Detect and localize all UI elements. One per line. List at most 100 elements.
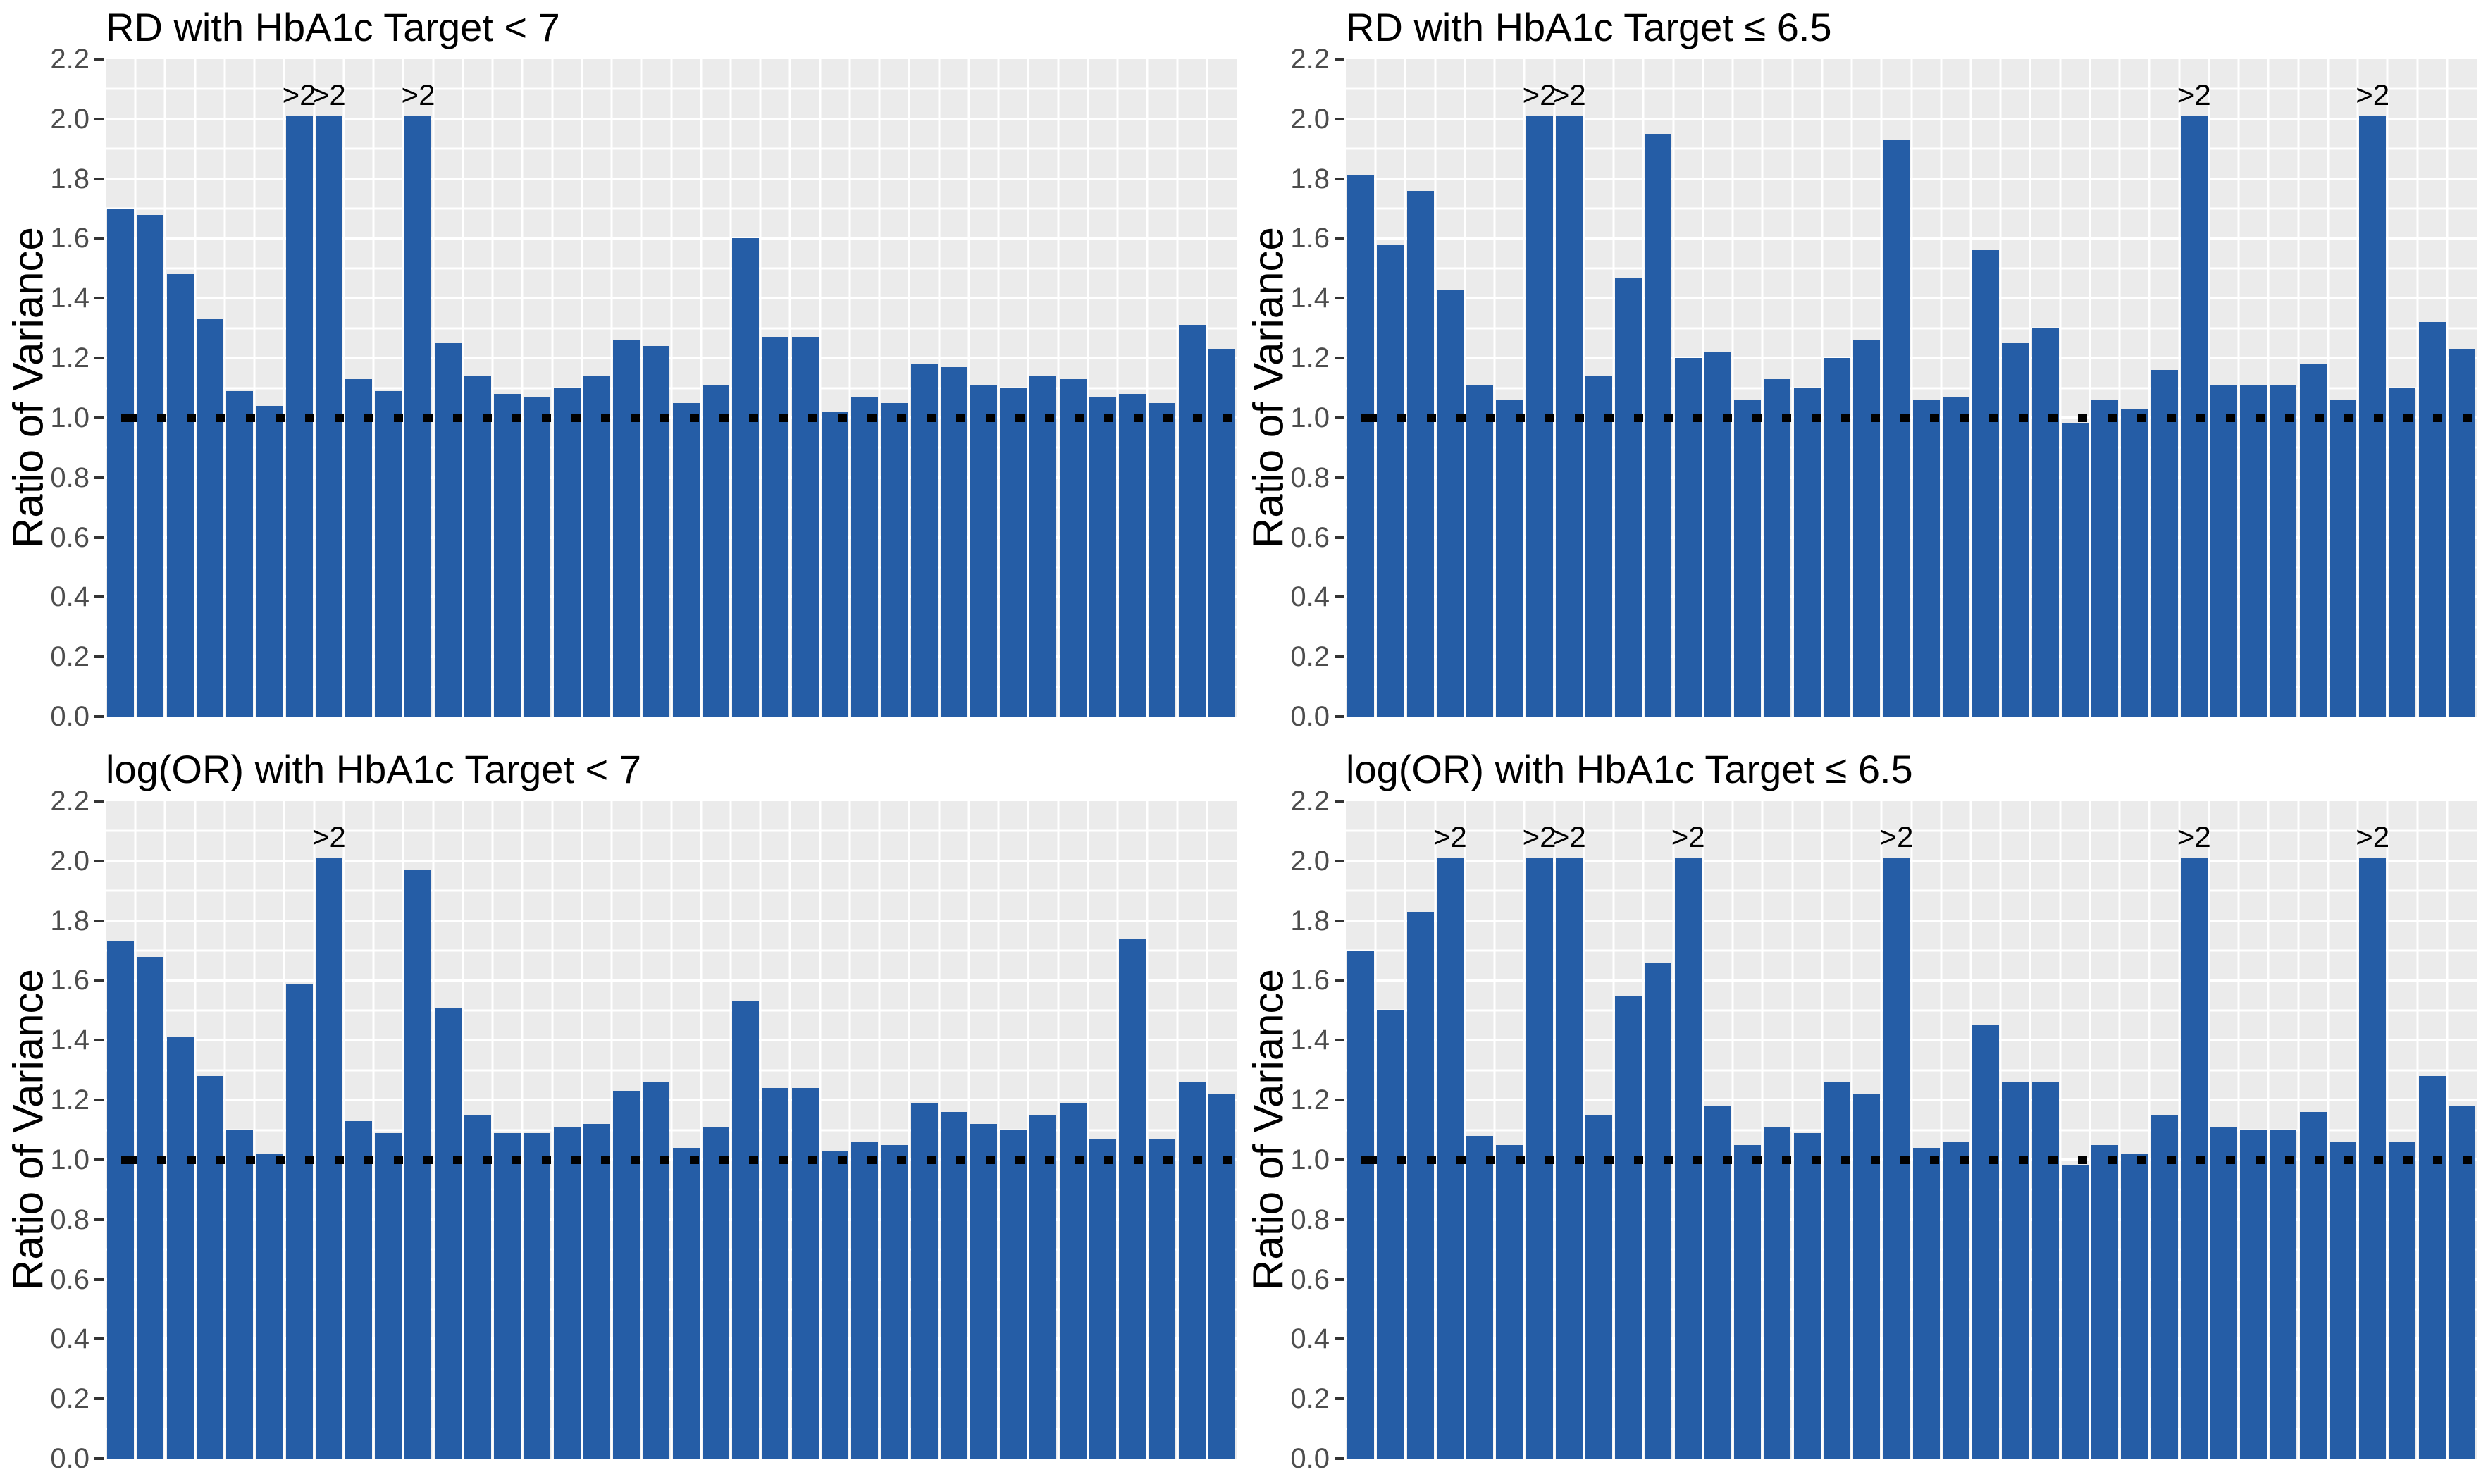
gridline-v: [1969, 801, 1972, 1459]
y-tick-label: 0.4: [50, 581, 89, 613]
gridline-v: [1642, 801, 1645, 1459]
bar: [2151, 1115, 2178, 1459]
y-tick-label: 1.8: [1290, 163, 1330, 194]
bar: [2418, 1076, 2446, 1459]
y-tick-label: 2.0: [50, 845, 89, 877]
bar: [1347, 175, 1375, 717]
gridline-v: [848, 801, 851, 1459]
gridline-v: [2059, 59, 2062, 717]
bar: [1000, 388, 1027, 717]
gridline-v: [2386, 801, 2389, 1459]
gridline-v: [1434, 801, 1437, 1459]
bar: [1089, 397, 1116, 717]
y-tick-label: 1.2: [1290, 342, 1330, 374]
bar: [1823, 1082, 1850, 1459]
gridline-v: [1116, 801, 1119, 1459]
gridline-v: [670, 59, 672, 717]
bar: [881, 1144, 908, 1459]
bar: [553, 1127, 581, 1459]
gridline-v: [462, 801, 464, 1459]
y-tick-label: 0.0: [1290, 701, 1330, 732]
y-tick-mark: [94, 1337, 104, 1341]
bar: [881, 402, 908, 717]
plot-area: >2 >2 >2: [106, 59, 1237, 717]
bar: [672, 1147, 700, 1459]
bar: [1406, 911, 1434, 1459]
gridline-v: [967, 801, 970, 1459]
gridline-v: [402, 801, 404, 1459]
bar: [821, 1151, 848, 1459]
gridline-v: [2208, 801, 2210, 1459]
y-axis-title: Ratio of Variance: [1244, 969, 1292, 1290]
y-tick-label: 1.2: [50, 342, 89, 374]
y-tick-mark: [1335, 237, 1344, 240]
cap-label: >2: [1522, 820, 1557, 854]
bar: [464, 376, 491, 717]
gridline-v: [2089, 801, 2091, 1459]
gridline-v: [1176, 801, 1179, 1459]
gridline-v: [1850, 801, 1853, 1459]
bar: [1059, 378, 1087, 717]
gridline-v: [1087, 801, 1089, 1459]
bar: [762, 337, 789, 717]
gridline-v: [134, 59, 137, 717]
gridline-v: [610, 59, 613, 717]
y-tick-label: 1.6: [50, 223, 89, 254]
y-tick-label: 1.6: [1290, 965, 1330, 996]
y-tick-label: 0.4: [1290, 1323, 1330, 1355]
gridline-v: [1404, 801, 1406, 1459]
gridline-v: [1821, 801, 1824, 1459]
y-tick-label: 1.6: [1290, 223, 1330, 254]
bar: [672, 402, 700, 717]
bar: [1853, 1094, 1881, 1459]
bar: [643, 1082, 670, 1459]
y-tick-mark: [1335, 595, 1344, 599]
y-tick-label: 0.4: [50, 1323, 89, 1355]
bar: [970, 385, 997, 717]
gridline-v: [2118, 801, 2121, 1459]
y-tick-label: 1.4: [50, 1025, 89, 1056]
gridline-v: [670, 801, 672, 1459]
y-tick-mark: [94, 117, 104, 120]
y-tick-mark: [1335, 1039, 1344, 1042]
bar: [702, 385, 729, 717]
bar: [1674, 358, 1702, 717]
y-tick-mark: [1335, 1218, 1344, 1221]
bar: [137, 956, 164, 1459]
gridline-v: [997, 59, 1000, 717]
gridline-v: [1146, 59, 1149, 717]
y-tick-label: 0.2: [1290, 1383, 1330, 1415]
y-tick-mark: [94, 237, 104, 240]
bar: [524, 1132, 551, 1459]
gridline-v: [1374, 801, 1377, 1459]
cap-label: >2: [1552, 78, 1586, 112]
gridline-v: [581, 801, 583, 1459]
y-tick-mark: [94, 476, 104, 479]
gridline-v: [223, 59, 226, 717]
panel-title: RD with HbA1c Target ≤ 6.5: [1346, 5, 1832, 49]
bar: [1149, 402, 1176, 717]
gridline-v: [2386, 59, 2389, 717]
bar: [2299, 1112, 2327, 1459]
gridline-v: [908, 59, 910, 717]
y-tick-mark: [1335, 357, 1344, 360]
bar: [1734, 1144, 1762, 1459]
gridline-v: [2267, 59, 2270, 717]
bar: [226, 1130, 254, 1459]
gridline-v: [700, 801, 703, 1459]
gridline-v: [938, 801, 941, 1459]
bar: [2031, 328, 2059, 717]
bar: [1585, 376, 1612, 717]
bar: [2299, 364, 2327, 717]
panel-rd-target-le-6-5: RD with HbA1c Target ≤ 6.5 Ratio of Vari…: [1240, 0, 2480, 742]
y-axis-title: Ratio of Variance: [1244, 227, 1292, 548]
gridline-v: [551, 801, 554, 1459]
cap-label: >2: [1671, 820, 1705, 854]
gridline-v: [1672, 801, 1675, 1459]
gridline-v: [432, 59, 435, 717]
bar: [256, 1154, 283, 1459]
bar: [2448, 349, 2475, 717]
bar: [524, 397, 551, 717]
cap-label: >2: [401, 78, 435, 112]
bar: [643, 346, 670, 717]
